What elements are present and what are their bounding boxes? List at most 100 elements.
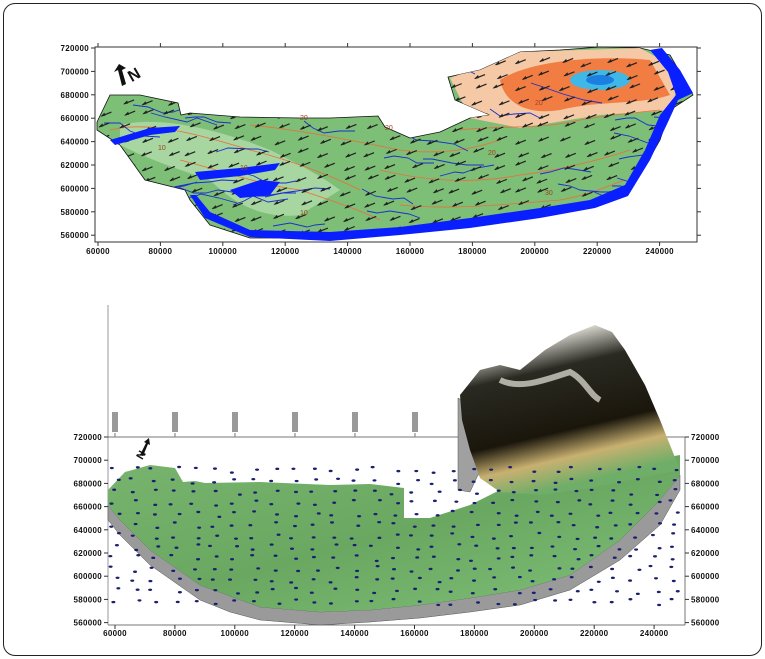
arrow-head-icon [319, 187, 325, 192]
vector-dot [456, 569, 461, 572]
arrow-head-icon [228, 163, 234, 168]
vector-dot [650, 533, 655, 537]
arrow-head-icon [213, 192, 219, 197]
arrow-head-icon [564, 122, 570, 127]
arrow-head-icon [498, 101, 504, 106]
vector-dot [309, 591, 314, 594]
vector-dot [417, 600, 422, 603]
arrow-head-icon [254, 123, 260, 128]
vector-dot [613, 524, 618, 527]
arrow-head-icon [364, 166, 370, 171]
vector-dot [151, 556, 156, 560]
x-tick-label: 140000 [340, 629, 369, 638]
vector-dot [109, 466, 114, 470]
arrow-head-icon [433, 164, 439, 169]
arrow-head-icon [386, 187, 392, 192]
vector-dot [134, 548, 139, 552]
arrow-head-icon [472, 214, 478, 219]
x-tick-label: 180000 [458, 247, 487, 256]
arrow-head-icon [297, 148, 303, 153]
vector-dot [531, 479, 536, 483]
vector-dot [552, 578, 557, 581]
vector-dot [529, 546, 534, 550]
vector-dot [252, 510, 257, 513]
arrow-head-icon [339, 192, 345, 197]
vector-dot [610, 576, 615, 580]
vector-dot [331, 556, 336, 559]
y-tick-label-left: 660000 [74, 503, 103, 512]
vector-dot [529, 554, 534, 557]
vector-dot [133, 522, 138, 526]
arrow-head-icon [521, 177, 527, 182]
arrow-head-icon [409, 139, 415, 144]
vector-dot [154, 537, 159, 540]
arrow-head-icon [514, 113, 520, 118]
vector-dot [495, 547, 500, 550]
stream-line [215, 147, 270, 153]
vector-dot [528, 569, 533, 572]
arrow-head-icon [494, 61, 500, 66]
arrow-head-icon [299, 162, 305, 167]
vector-dot [548, 588, 553, 591]
vector-dot [635, 511, 640, 515]
vector-dot [395, 533, 400, 536]
vector-dot [392, 568, 397, 571]
arrow-head-icon [580, 63, 586, 68]
vector-dot [233, 537, 238, 540]
vector-dot [310, 548, 315, 551]
x-tick-label: 80000 [149, 247, 173, 256]
y-tick-label: 680000 [61, 91, 90, 100]
vector-dot [597, 467, 602, 471]
vector-dot [193, 466, 198, 470]
arrow-head-icon [383, 201, 389, 206]
vector-dot [294, 586, 299, 590]
arrow-head-icon [340, 141, 346, 146]
vector-dot [511, 566, 516, 569]
vector-dot [294, 557, 299, 560]
arrow-head-icon [470, 167, 476, 172]
vector-dot [531, 591, 536, 595]
vector-dot [617, 468, 622, 471]
vector-dot [210, 578, 215, 581]
y-tick-label: 640000 [61, 138, 90, 147]
vector-dot [589, 479, 594, 482]
vector-dot [496, 602, 501, 606]
y-tick-label-left: 640000 [74, 526, 103, 535]
stream-line [272, 222, 326, 228]
arrow-head-icon [558, 87, 564, 92]
stream-line [439, 164, 495, 177]
vector-dot [589, 588, 594, 591]
arrow-head-icon [539, 58, 545, 63]
vector-dot [351, 498, 356, 502]
arrow-head-icon [653, 70, 659, 75]
arrow-head-icon [426, 140, 432, 145]
arrow-head-icon [100, 112, 106, 117]
arrow-head-icon [514, 87, 520, 92]
arrow-head-icon [586, 72, 592, 77]
vector-dot [309, 490, 314, 493]
arrow-head-icon [537, 137, 543, 142]
arrow-head-icon [123, 100, 129, 105]
vector-dot [608, 511, 613, 515]
vector-dot [451, 469, 456, 473]
vector-dot [237, 493, 242, 496]
arrow-head-icon [405, 151, 411, 156]
vector-dot [517, 575, 522, 579]
arrow-head-icon [607, 96, 613, 101]
arrow-head-icon [433, 152, 439, 157]
x-tick-label: 240000 [640, 629, 669, 638]
arrow-head-icon [185, 136, 191, 141]
vector-dot [296, 569, 301, 573]
arrow-head-icon [232, 179, 238, 184]
arrow-head-icon [211, 205, 217, 210]
vector-dot [269, 580, 274, 583]
vector-dot [429, 534, 434, 537]
vector-dot [537, 531, 542, 535]
vector-dot [417, 576, 422, 580]
vector-dot [457, 488, 462, 492]
vector-dot [116, 531, 121, 535]
vector-dot [437, 490, 442, 493]
vector-dot [274, 513, 279, 516]
arrow-head-icon [184, 162, 190, 167]
